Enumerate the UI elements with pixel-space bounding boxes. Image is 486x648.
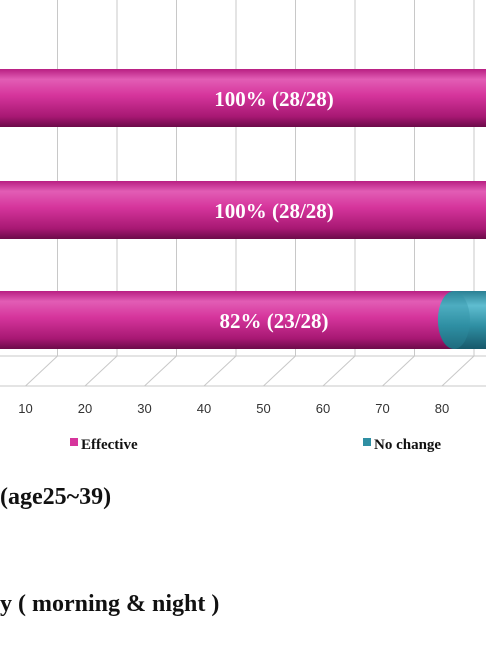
- x-tick-label: 10: [18, 401, 32, 416]
- bars: 100% (28/28) 100% (28/28) 82% (23/28): [0, 69, 486, 349]
- data-label: 82% (23/28): [219, 309, 328, 333]
- bar-effective: [0, 69, 486, 127]
- bar-effective: [0, 181, 486, 239]
- legend-no-change-label: No change: [374, 437, 441, 453]
- x-tick-label: 80: [435, 401, 449, 416]
- x-tick-label: 60: [316, 401, 330, 416]
- floor-gridline: [322, 355, 356, 387]
- chart: 100% (28/28) 100% (28/28) 82% (23/28) 10 20…: [0, 0, 486, 453]
- x-tick-label: 40: [197, 401, 211, 416]
- floor-gridline: [25, 355, 58, 387]
- legend-no-change-swatch: [363, 438, 371, 446]
- data-label: 100% (28/28): [214, 87, 334, 111]
- legend: Effective No change: [70, 437, 441, 453]
- x-axis-ticks: 10 20 30 40 50 60 70 80: [18, 401, 449, 416]
- x-tick-label: 20: [78, 401, 92, 416]
- x-tick-label: 70: [375, 401, 389, 416]
- floor-gridline: [441, 355, 475, 387]
- floor-gridline: [263, 355, 296, 387]
- data-label: 100% (28/28): [214, 199, 334, 223]
- x-tick-label: 30: [137, 401, 151, 416]
- floor-gridline: [144, 355, 177, 387]
- bar-no-change-cap: [437, 291, 470, 349]
- caption-frequency: y ( morning & night ): [0, 591, 220, 617]
- legend-effective-swatch: [70, 438, 78, 446]
- x-tick-label: 50: [256, 401, 270, 416]
- floor-gridline: [84, 355, 118, 387]
- floor-gridline: [203, 355, 237, 387]
- legend-effective-label: Effective: [81, 437, 138, 453]
- bar-segment-joint: [437, 291, 470, 349]
- caption-age-range: (age25~39): [0, 484, 112, 510]
- floor-gridline: [382, 355, 415, 387]
- bar-effective: [0, 291, 454, 349]
